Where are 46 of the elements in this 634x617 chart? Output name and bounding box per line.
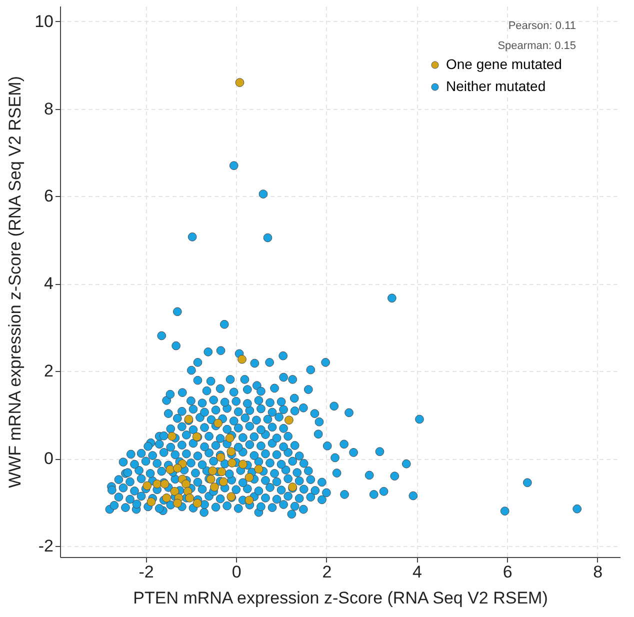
point bbox=[208, 466, 218, 476]
x-tick-label: 0 bbox=[232, 562, 242, 582]
y-tick-label: -2 bbox=[38, 536, 54, 556]
y-axis-title: WWF mRNA expression z-Score (RNA Seq V2 RSEM) bbox=[6, 76, 25, 488]
point bbox=[228, 458, 236, 468]
y-tick-label: 10 bbox=[34, 12, 54, 31]
point bbox=[226, 447, 236, 456]
point bbox=[182, 480, 190, 488]
point bbox=[238, 460, 248, 469]
point bbox=[142, 481, 152, 490]
point bbox=[170, 486, 180, 496]
legend-label: Neither mutated bbox=[446, 78, 546, 94]
point bbox=[217, 467, 226, 476]
point bbox=[214, 418, 222, 428]
point bbox=[254, 464, 264, 474]
x-tick-label: 8 bbox=[593, 562, 603, 582]
x-tick-label: 6 bbox=[502, 562, 512, 582]
y-tick-label: 6 bbox=[44, 186, 54, 206]
point bbox=[152, 480, 162, 488]
annotation: Pearson: 0.11 bbox=[508, 20, 576, 32]
point bbox=[192, 498, 202, 508]
point bbox=[238, 354, 246, 364]
point bbox=[166, 465, 175, 474]
x-tick-label: 2 bbox=[322, 562, 332, 582]
point bbox=[235, 78, 244, 87]
point bbox=[185, 494, 194, 502]
x-tick-label: -2 bbox=[138, 562, 154, 582]
annotation: Spearman: 0.15 bbox=[498, 40, 576, 52]
point bbox=[210, 482, 219, 492]
point bbox=[244, 472, 254, 482]
x-tick-label: 4 bbox=[412, 562, 422, 582]
y-tick-label: 8 bbox=[44, 99, 54, 118]
point bbox=[284, 416, 294, 425]
point bbox=[162, 494, 172, 502]
y-tick-label: 2 bbox=[44, 362, 54, 381]
y-tick-label: 0 bbox=[44, 449, 54, 468]
point bbox=[244, 496, 254, 505]
y-tick-label: 4 bbox=[44, 274, 54, 294]
legend-label: One gene mutated bbox=[446, 56, 562, 72]
point bbox=[172, 498, 182, 508]
point bbox=[168, 432, 176, 441]
point bbox=[225, 434, 234, 442]
point bbox=[146, 497, 156, 506]
point bbox=[219, 477, 228, 486]
x-axis-title: PTEN mRNA expression z-Score (RNA Seq V2 RSEM) bbox=[133, 588, 548, 608]
point bbox=[172, 464, 182, 473]
